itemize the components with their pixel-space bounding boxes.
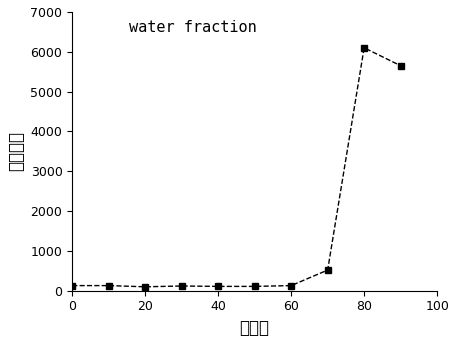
Text: water fraction: water fraction [128, 20, 256, 35]
X-axis label: 水含量: 水含量 [239, 319, 269, 337]
Y-axis label: 荧光强度: 荧光强度 [7, 131, 25, 171]
